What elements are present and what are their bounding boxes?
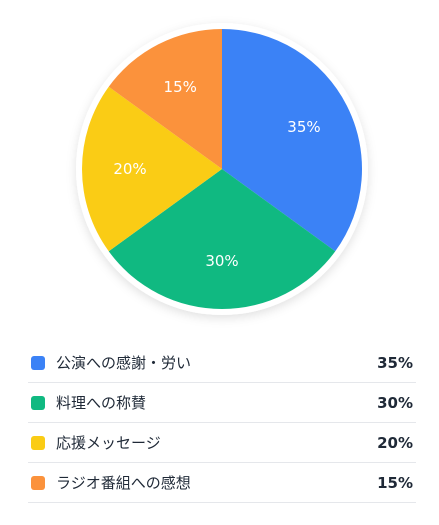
legend-item: 公演への感謝・労い 35% <box>28 343 416 383</box>
pie-slice <box>108 28 222 169</box>
slice-percent-label: 35% <box>287 118 320 136</box>
pie-slice <box>222 29 362 252</box>
slice-percent-label: 15% <box>164 78 197 96</box>
pie-labels: 35% 30% 20% 15% <box>113 78 320 270</box>
pie-slice <box>82 86 222 252</box>
legend-swatch <box>31 355 45 370</box>
legend-label: 公演への感謝・労い <box>56 354 192 372</box>
legend-item: ラジオ番組への感想 15% <box>28 463 416 503</box>
legend-value: 35% <box>377 353 413 372</box>
pie-slice <box>108 169 336 310</box>
slice-percent-label: 30% <box>205 252 238 270</box>
legend-swatch <box>31 475 45 490</box>
legend-item: 料理への称賛 30% <box>28 383 416 423</box>
legend-label: ラジオ番組への感想 <box>56 474 191 492</box>
legend-value: 20% <box>377 433 413 452</box>
legend-swatch <box>31 435 45 450</box>
legend-item: 応援メッセージ 20% <box>28 423 416 463</box>
legend-label: 応援メッセージ <box>56 434 161 452</box>
legend-value: 30% <box>377 393 413 412</box>
pie-slices <box>82 28 362 310</box>
legend: 公演への感謝・労い 35% 料理への称賛 30% 応援メッセージ 20% ラジオ… <box>28 343 416 503</box>
slice-percent-label: 20% <box>113 160 146 178</box>
legend-value: 15% <box>377 473 413 492</box>
legend-swatch <box>31 395 45 410</box>
legend-label: 料理への称賛 <box>56 394 147 412</box>
pie-chart: 35% 30% 20% 15% <box>76 23 368 315</box>
